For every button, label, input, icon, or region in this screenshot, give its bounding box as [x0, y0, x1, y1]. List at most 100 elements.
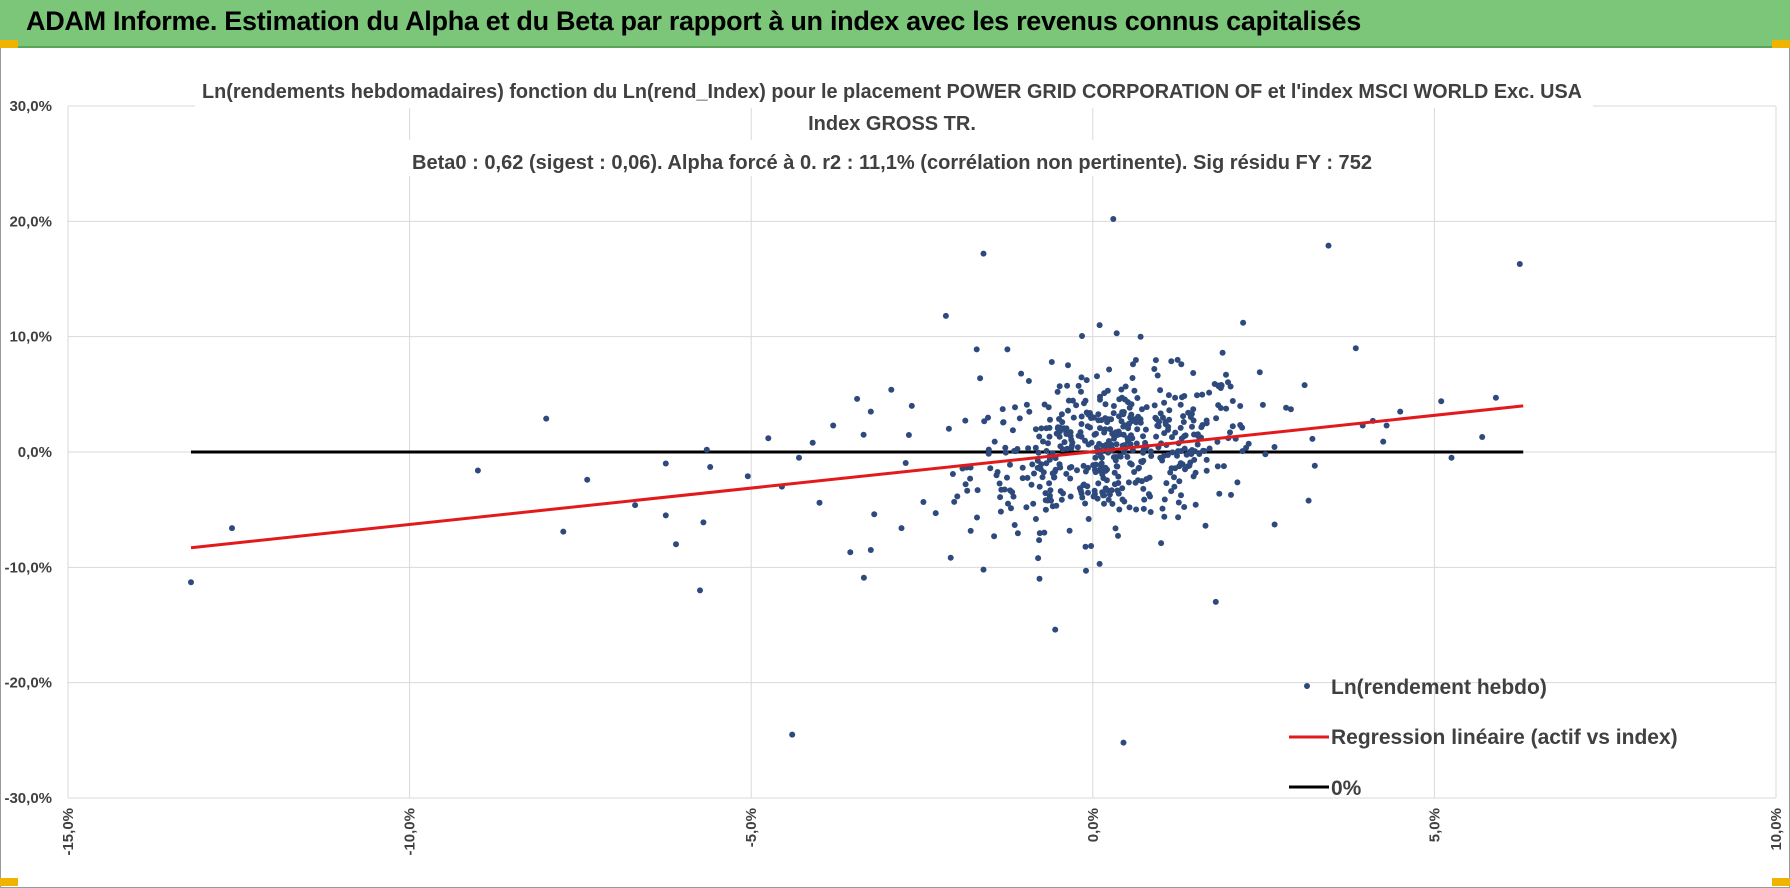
report-title: ADAM Informe. Estimation du Alpha et du …: [26, 6, 1361, 36]
data-point: [860, 574, 867, 581]
data-point: [703, 446, 710, 453]
data-point: [977, 375, 984, 382]
y-tick-label: 0,0%: [18, 444, 52, 461]
data-point: [1098, 454, 1105, 461]
data-point: [1140, 505, 1147, 512]
corner-marker-bottom-left: [0, 878, 18, 886]
data-point: [1075, 382, 1082, 389]
data-point: [1171, 483, 1178, 490]
data-point: [1203, 456, 1210, 463]
data-point: [1106, 491, 1113, 498]
data-point: [1067, 475, 1074, 482]
data-point: [1172, 394, 1179, 401]
data-point: [1085, 516, 1092, 522]
title-line-2-bg: [780, 106, 1005, 140]
data-point: [1082, 543, 1089, 550]
data-point: [991, 533, 998, 540]
data-point: [1095, 417, 1102, 424]
data-point: [962, 417, 969, 424]
data-point: [1175, 514, 1182, 521]
data-point: [1147, 509, 1154, 515]
y-tick-label: 10,0%: [9, 329, 52, 346]
data-point: [673, 541, 679, 548]
data-point: [1152, 357, 1159, 364]
data-point: [1110, 403, 1117, 409]
data-point: [1169, 449, 1176, 456]
data-point: [1174, 452, 1180, 459]
data-point: [1239, 424, 1246, 431]
data-point: [1047, 487, 1054, 494]
data-point: [1065, 397, 1072, 404]
data-point: [1237, 403, 1244, 409]
data-point: [1228, 491, 1234, 498]
data-point: [1214, 438, 1221, 445]
regression-line: [190, 404, 1524, 550]
data-point: [1046, 433, 1053, 440]
data-point: [1061, 439, 1068, 446]
data-point: [1011, 522, 1018, 528]
data-point: [1163, 480, 1170, 487]
data-point: [1110, 410, 1117, 417]
data-point: [1151, 402, 1158, 409]
data-point: [1129, 375, 1136, 381]
data-point: [816, 499, 823, 506]
title-line-1-bg: [195, 74, 1593, 108]
data-point: [1178, 492, 1184, 499]
data-point: [1112, 525, 1119, 532]
data-point: [1121, 449, 1128, 455]
data-point: [1047, 416, 1053, 423]
data-point: [1078, 374, 1085, 381]
data-point: [1105, 438, 1112, 444]
y-tick-label: 20,0%: [9, 213, 52, 230]
data-point: [1201, 448, 1208, 454]
data-point: [1137, 333, 1144, 340]
data-point: [1057, 428, 1063, 435]
data-point: [1183, 451, 1190, 458]
data-point: [1036, 537, 1043, 544]
data-point: [1078, 490, 1085, 497]
data-point: [1032, 426, 1039, 433]
data-point: [1019, 475, 1026, 482]
title-line-3-bg: [400, 140, 1390, 176]
data-point: [1127, 414, 1134, 421]
data-point: [1004, 474, 1010, 481]
data-point: [1032, 444, 1039, 451]
data-point: [1139, 406, 1145, 413]
corner-marker-bottom-right: [1772, 878, 1790, 886]
data-point: [1101, 390, 1108, 397]
data-point: [1194, 441, 1201, 448]
data-point: [1057, 464, 1064, 471]
data-point: [700, 519, 707, 526]
data-point: [1132, 479, 1139, 486]
data-point: [1203, 420, 1210, 427]
data-point: [1243, 444, 1250, 451]
data-point: [1036, 483, 1043, 490]
data-point: [1113, 454, 1119, 460]
data-point: [1139, 459, 1146, 466]
y-tick-label: -30,0%: [4, 790, 52, 807]
data-point: [1056, 383, 1063, 390]
data-point: [867, 408, 874, 415]
data-point: [1148, 453, 1155, 459]
data-point: [1114, 487, 1121, 494]
chart-title: Ln(rendements hebdomadaires) fonction du…: [195, 74, 1593, 176]
data-point: [1219, 349, 1226, 356]
data-point: [987, 465, 994, 472]
data-point: [1060, 490, 1066, 497]
data-point: [1082, 437, 1088, 444]
data-point: [1092, 461, 1099, 468]
data-point: [1049, 503, 1056, 510]
chart-title-line-2: Index GROSS TR.: [808, 113, 976, 135]
data-point: [830, 422, 837, 429]
data-point: [1097, 396, 1103, 403]
data-point: [999, 406, 1006, 413]
data-point: [1023, 504, 1030, 511]
data-point: [1383, 422, 1390, 429]
data-point: [1121, 396, 1128, 403]
data-point: [1211, 381, 1218, 387]
scatter-points: [188, 216, 1523, 746]
data-point: [980, 566, 987, 573]
data-point: [1115, 532, 1121, 539]
data-point: [1259, 401, 1266, 408]
data-point: [1085, 489, 1091, 496]
